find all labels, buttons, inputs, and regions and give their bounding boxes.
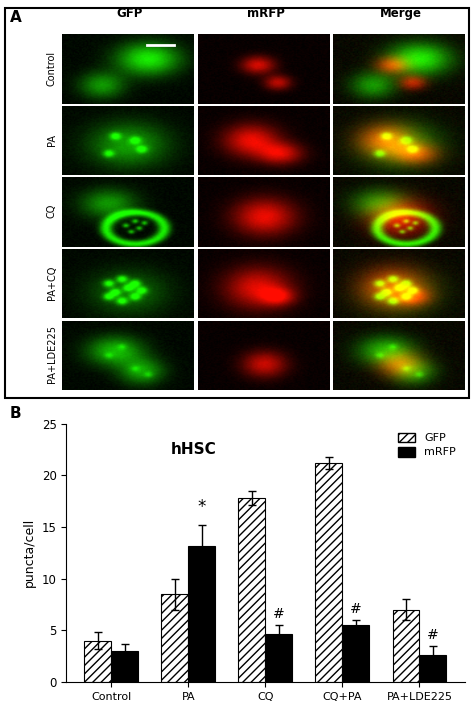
- Bar: [84, 640, 111, 682]
- Legend: GFP, mRFP: GFP, mRFP: [395, 429, 459, 461]
- Bar: [189, 546, 215, 682]
- Bar: [316, 463, 342, 682]
- Bar: [265, 633, 292, 682]
- Text: CQ: CQ: [47, 204, 57, 218]
- Text: #: #: [427, 628, 439, 642]
- Bar: [111, 651, 138, 682]
- Bar: [392, 610, 419, 682]
- Text: GFP: GFP: [117, 7, 143, 20]
- Text: hHSC: hHSC: [171, 442, 217, 457]
- Bar: [162, 595, 189, 682]
- Text: A: A: [9, 10, 21, 25]
- Text: *: *: [198, 498, 206, 516]
- Text: Merge: Merge: [380, 7, 422, 20]
- Bar: [419, 656, 447, 682]
- Text: B: B: [9, 406, 21, 421]
- Text: PA+LDE225: PA+LDE225: [47, 325, 57, 383]
- Text: #: #: [350, 602, 362, 616]
- Text: #: #: [273, 607, 285, 621]
- Text: Control: Control: [47, 50, 57, 85]
- Text: mRFP: mRFP: [246, 7, 284, 20]
- Bar: [238, 498, 265, 682]
- Text: PA+CQ: PA+CQ: [47, 266, 57, 300]
- Y-axis label: puncta/cell: puncta/cell: [23, 518, 36, 587]
- Bar: [342, 625, 369, 682]
- Text: PA: PA: [47, 134, 57, 146]
